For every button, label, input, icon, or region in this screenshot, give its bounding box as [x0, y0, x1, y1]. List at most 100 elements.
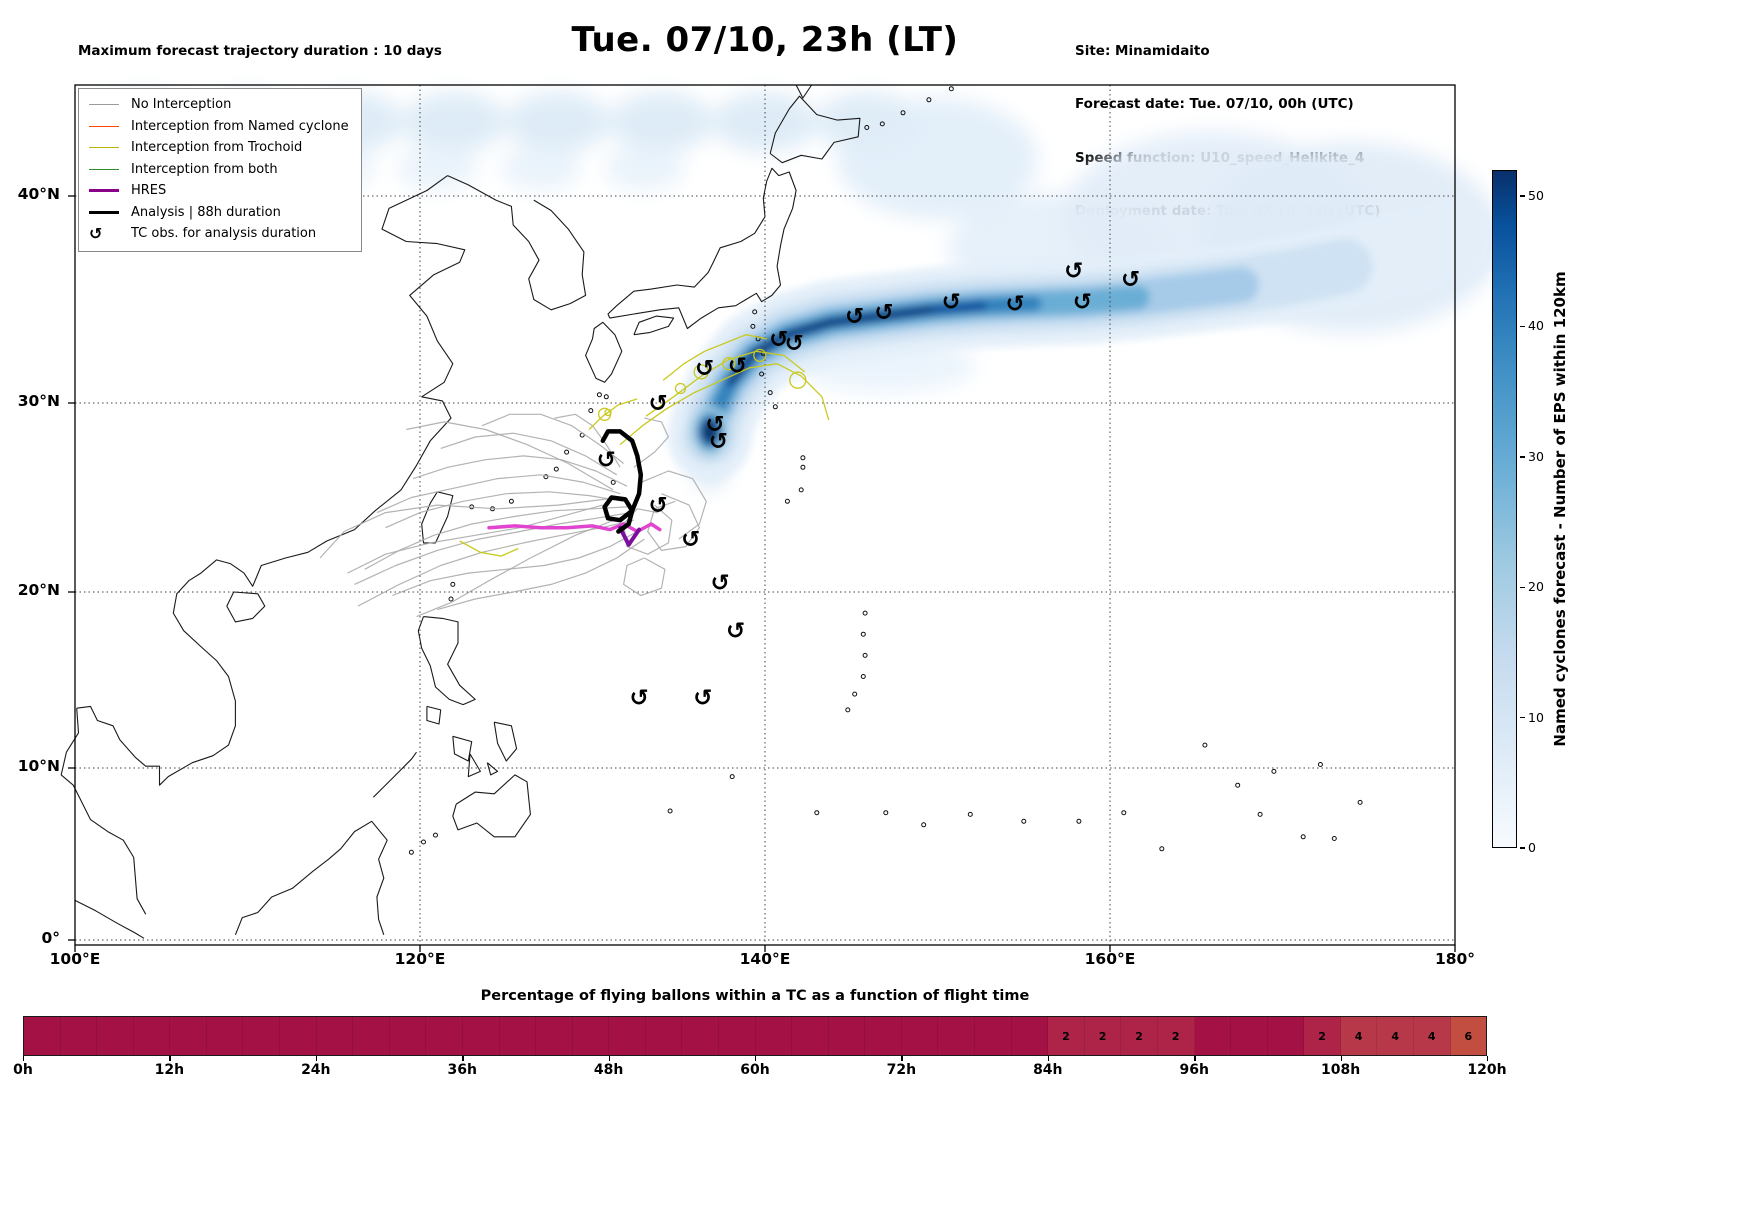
heatmap-cell: 2 — [1121, 1017, 1158, 1055]
tc-obs-marker: ↺ — [1121, 267, 1140, 293]
heatmap-cell — [865, 1017, 902, 1055]
colorbar-gradient — [1492, 170, 1517, 848]
heatmap-cell — [755, 1017, 793, 1055]
x-axis-tick-label: 100°E — [49, 950, 101, 968]
heatmap-cell: 2 — [1157, 1017, 1195, 1055]
heatmap-cell — [645, 1017, 683, 1055]
legend-line — [89, 147, 119, 149]
colorbar-tick-mark — [1520, 586, 1525, 588]
colorbar-label: Named cyclones forecast - Number of EPS … — [1551, 271, 1569, 747]
legend-rows: No Interception Interception from Named c… — [89, 94, 349, 245]
y-axis-tick-label: 20°N — [17, 581, 60, 599]
tc-obs-markers: ↺↺↺↺ ↺↺↺↺ ↺ ↺ ↺ ↺↺ ↺↺↺↺↺↺↺ ↺ — [597, 259, 1141, 712]
legend-label: Interception from Named cyclone — [131, 118, 349, 134]
heatmap-cell — [901, 1017, 939, 1055]
map-legend: No Interception Interception from Named c… — [78, 88, 362, 252]
tc-obs-marker: ↺ — [693, 686, 712, 712]
heatmap-tick-label: 0h — [13, 1062, 33, 1078]
tc-obs-marker: ↺ — [874, 300, 893, 326]
tc-obs-marker: ↺ — [726, 619, 745, 645]
tc-obs-marker: ↺ — [1073, 290, 1092, 316]
y-axis-tick-label: 0° — [41, 929, 60, 947]
header-info-line: Forecast date: Tue. 07/10, 00h (UTC) — [1075, 96, 1354, 113]
heatmap-cell — [60, 1017, 98, 1055]
tc-obs-marker: ↺ — [597, 448, 616, 474]
flight-heatmap-title: Percentage of flying ballons within a TC… — [480, 988, 1030, 1004]
tc-obs-marker: ↺ — [1005, 292, 1024, 318]
tc-obs-marker: ↺ — [1064, 259, 1083, 285]
heatmap-cell — [609, 1017, 646, 1055]
heatmap-tick-mark — [462, 1056, 464, 1061]
heatmap-cell — [280, 1017, 317, 1055]
heatmap-cell — [1011, 1017, 1049, 1055]
y-axis-tick-label: 30°N — [17, 392, 60, 410]
tc-obs-marker: ↺ — [695, 356, 714, 382]
heatmap-cell — [426, 1017, 463, 1055]
tc-obs-marker: ↺ — [648, 391, 667, 417]
legend-item: HRES — [89, 180, 349, 202]
tc-obs-marker: ↺ — [681, 527, 700, 553]
colorbar-tick-label: 30 — [1528, 448, 1544, 464]
heatmap-tick-mark — [1487, 1056, 1489, 1061]
x-axis-tick-label: 180° — [1434, 950, 1476, 968]
heatmap-cell: 2 — [1084, 1017, 1122, 1055]
tc-obs-marker: ↺ — [648, 493, 667, 519]
legend-line — [89, 210, 119, 214]
heatmap-cell — [828, 1017, 866, 1055]
legend-line — [89, 189, 119, 193]
y-axis-tick-label: 10°N — [17, 757, 60, 775]
legend-line-sample — [89, 210, 123, 214]
colorbar-tick-label: 10 — [1528, 709, 1544, 725]
heatmap-cell: 4 — [1377, 1017, 1414, 1055]
legend-item: Analysis | 88h duration — [89, 202, 349, 224]
page-title: Tue. 07/10, 23h (LT) — [571, 20, 959, 60]
colorbar-tick-mark — [1520, 847, 1525, 849]
heatmap-tick-label: 108h — [1320, 1062, 1361, 1078]
header-info-line: Site: Minamidaito — [1075, 42, 1210, 59]
heatmap-tick-mark — [23, 1056, 25, 1061]
legend-item: No Interception — [89, 94, 349, 116]
heatmap-cell — [718, 1017, 756, 1055]
heatmap-tick-mark — [608, 1056, 610, 1061]
heatmap-cell — [938, 1017, 976, 1055]
heatmap-cell — [1194, 1017, 1232, 1055]
heatmap-tick-label: 24h — [301, 1062, 331, 1078]
colorbar-tick-mark — [1520, 325, 1525, 328]
heatmap-cell — [462, 1017, 500, 1055]
heatmap-tick-label: 12h — [154, 1062, 185, 1078]
colorbar-tick-mark — [1520, 195, 1525, 197]
heatmap-cell — [499, 1017, 537, 1055]
heatmap-tick-mark — [901, 1056, 903, 1061]
legend-item: Interception from Trochoid — [89, 137, 349, 159]
tc-obs-marker: ↺ — [769, 327, 788, 353]
ensemble-trajectories — [319, 413, 707, 618]
axis-tick-marks — [68, 195, 1456, 952]
legend-item: ↺ TC obs. for analysis duration — [89, 223, 349, 245]
legend-label: Analysis | 88h duration — [131, 204, 281, 220]
heatmap-tick-mark — [1194, 1056, 1196, 1061]
legend-label: HRES — [131, 183, 167, 199]
legend-item: Interception from Named cyclone — [89, 116, 349, 138]
heatmap-cell — [353, 1017, 390, 1055]
heatmap-cell — [1231, 1017, 1268, 1055]
colorbar-tick-mark — [1520, 716, 1525, 719]
heatmap-cell — [536, 1017, 573, 1055]
legend-line — [89, 125, 119, 127]
tc-obs-marker: ↺ — [705, 412, 724, 438]
heatmap-tick-mark — [1047, 1056, 1050, 1061]
colorbar-tick-label: 50 — [1528, 188, 1544, 204]
heatmap-cell — [133, 1017, 171, 1055]
tc-obs-marker: ↺ — [728, 354, 747, 380]
heatmap-tick-mark — [315, 1056, 318, 1061]
heatmap-cell — [975, 1017, 1012, 1055]
heatmap-cell: 2 — [1048, 1017, 1085, 1055]
colorbar-tick-label: 0 — [1528, 840, 1536, 855]
colorbar-tick-mark — [1520, 456, 1525, 458]
heatmap-cell — [792, 1017, 829, 1055]
heatmap-tick-label: 84h — [1033, 1062, 1063, 1078]
legend-label: No Interception — [131, 97, 232, 113]
legend-line-sample — [89, 104, 123, 106]
legend-line-sample — [89, 168, 123, 170]
tc-obs-marker: ↺ — [785, 331, 804, 357]
